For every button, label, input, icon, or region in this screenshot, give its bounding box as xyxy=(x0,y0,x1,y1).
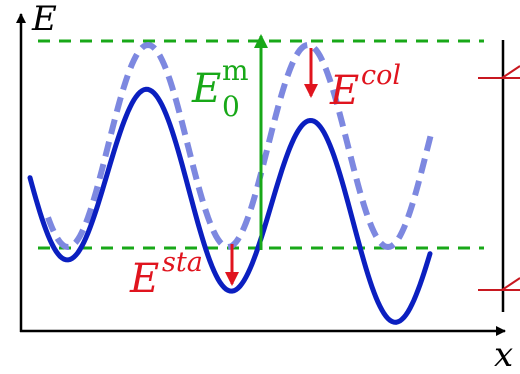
svg-text:0: 0 xyxy=(222,90,240,123)
svg-text:m: m xyxy=(222,54,249,87)
svg-text:col: col xyxy=(361,60,401,91)
svg-text:sta: sta xyxy=(162,247,203,278)
esta-label: E sta xyxy=(129,247,203,302)
svg-text:E: E xyxy=(329,68,359,114)
svg-text:E: E xyxy=(129,256,159,302)
shifted-potential-curve xyxy=(45,41,435,251)
upper-level-tick-slash xyxy=(501,65,520,79)
lower-level-tick-slash xyxy=(501,277,520,291)
e0m-label: E m 0 xyxy=(191,54,249,123)
x-axis-label: x xyxy=(494,335,513,374)
svg-text:E: E xyxy=(191,66,221,112)
y-axis-label: E xyxy=(31,0,57,39)
ecol-label: E col xyxy=(329,60,401,114)
potential-curve xyxy=(27,86,433,325)
